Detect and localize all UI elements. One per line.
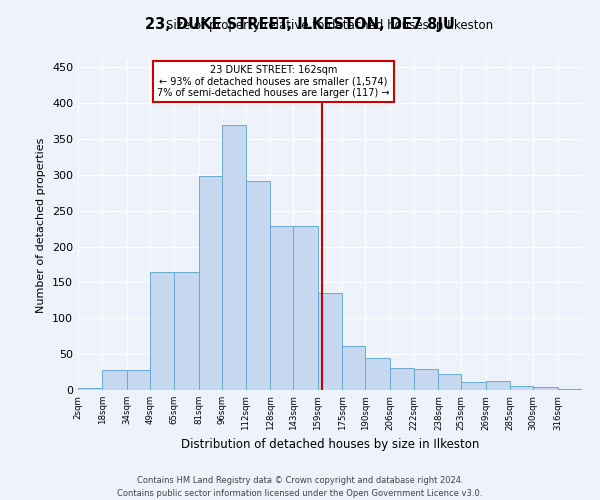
X-axis label: Distribution of detached houses by size in Ilkeston: Distribution of detached houses by size …: [181, 438, 479, 451]
Bar: [103, 370, 127, 390]
Bar: [174, 272, 199, 390]
Bar: [293, 226, 318, 390]
Bar: [510, 386, 533, 390]
Bar: [342, 346, 365, 390]
Bar: [221, 124, 246, 390]
Bar: [389, 368, 414, 390]
Title: Size of property relative to detached houses in Ilkeston: Size of property relative to detached ho…: [166, 20, 494, 32]
Bar: [486, 382, 510, 390]
Bar: [78, 388, 103, 390]
Text: 23, DUKE STREET, ILKESTON, DE7 8JU: 23, DUKE STREET, ILKESTON, DE7 8JU: [145, 18, 455, 32]
Bar: [533, 387, 557, 390]
Bar: [461, 382, 486, 390]
Bar: [439, 374, 461, 390]
Bar: [557, 388, 582, 390]
Bar: [199, 176, 221, 390]
Bar: [150, 272, 174, 390]
Text: Contains HM Land Registry data © Crown copyright and database right 2024.
Contai: Contains HM Land Registry data © Crown c…: [118, 476, 482, 498]
Text: 23 DUKE STREET: 162sqm
← 93% of detached houses are smaller (1,574)
7% of semi-d: 23 DUKE STREET: 162sqm ← 93% of detached…: [157, 65, 390, 98]
Bar: [318, 293, 342, 390]
Bar: [365, 358, 389, 390]
Y-axis label: Number of detached properties: Number of detached properties: [37, 138, 46, 312]
Bar: [127, 370, 150, 390]
Bar: [246, 181, 271, 390]
Bar: [271, 226, 293, 390]
Bar: [414, 369, 439, 390]
